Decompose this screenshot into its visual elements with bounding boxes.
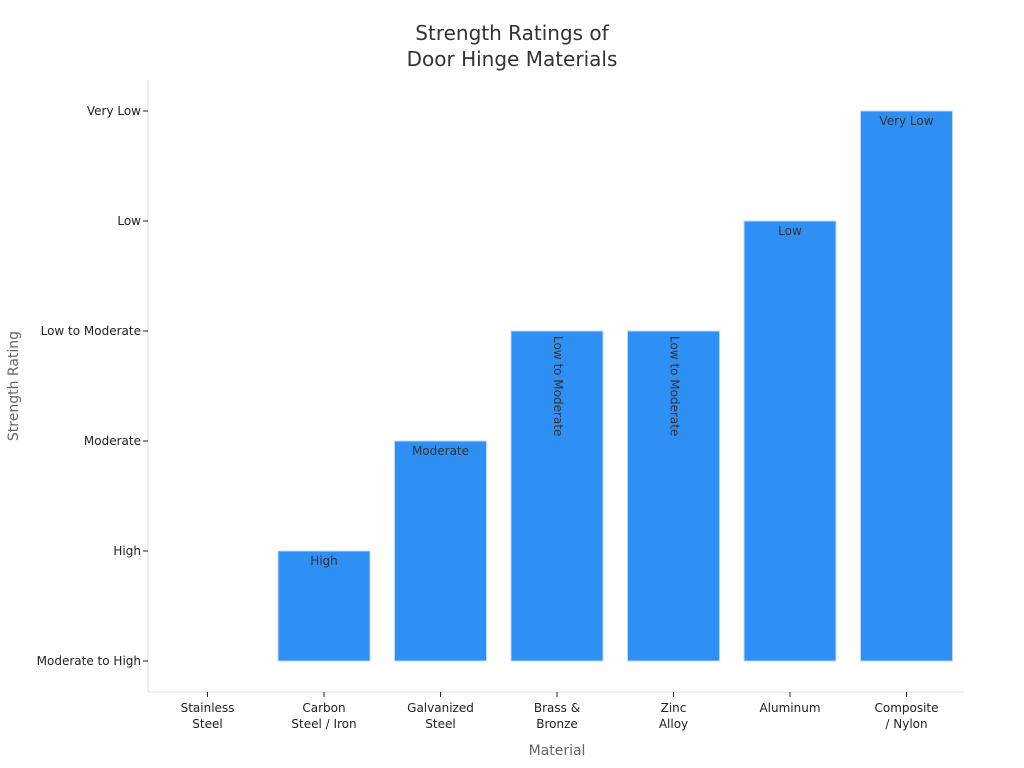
bar-data-label: Low to Moderate	[668, 336, 682, 436]
y-tick-label: High	[113, 544, 141, 558]
bar	[394, 440, 487, 662]
bar	[860, 110, 953, 662]
y-tick-label: Low	[117, 214, 141, 228]
chart-title: Strength Ratings of Door Hinge Materials	[407, 21, 618, 71]
bar-data-labels: High Moderate Low to Moderate Low to Modera…	[310, 114, 934, 568]
y-axis-ticks: Moderate to High High Moderate Low to Moder…	[37, 104, 148, 668]
y-tick-label: Very Low	[87, 104, 141, 118]
chart-title-line-1: Strength Ratings of	[415, 21, 609, 45]
x-tick-label: Carbon Steel / Iron	[291, 701, 356, 731]
x-tick-label: Aluminum	[759, 701, 820, 715]
x-axis-ticks: Stainless Steel Carbon Steel / Iron Galvaniz…	[181, 692, 939, 731]
bar-data-label: Moderate	[412, 444, 469, 458]
y-tick-label: Moderate	[84, 434, 141, 448]
x-tick-label: Brass & Bronze	[534, 701, 580, 731]
bar-data-label: Very Low	[879, 114, 933, 128]
bar-series	[277, 110, 953, 662]
x-tick-label: Zinc Alloy	[659, 701, 688, 731]
x-tick-label: Stainless Steel	[181, 701, 235, 731]
bar	[743, 220, 837, 662]
y-tick-label: Low to Moderate	[41, 324, 141, 338]
x-axis-title: Material	[529, 743, 586, 759]
x-tick-label: Galvanized Steel	[407, 701, 474, 731]
x-tick-label: Composite / Nylon	[874, 701, 938, 731]
y-axis-title: Strength Rating	[6, 331, 22, 441]
bar	[510, 330, 604, 662]
bar	[627, 330, 720, 662]
bar-data-label: Low to Moderate	[551, 336, 565, 436]
y-tick-label: Moderate to High	[37, 654, 141, 668]
bar-data-label: Low	[778, 224, 802, 238]
bar	[277, 550, 371, 662]
chart-title-line-2: Door Hinge Materials	[407, 47, 618, 71]
bar-data-label: High	[310, 554, 338, 568]
